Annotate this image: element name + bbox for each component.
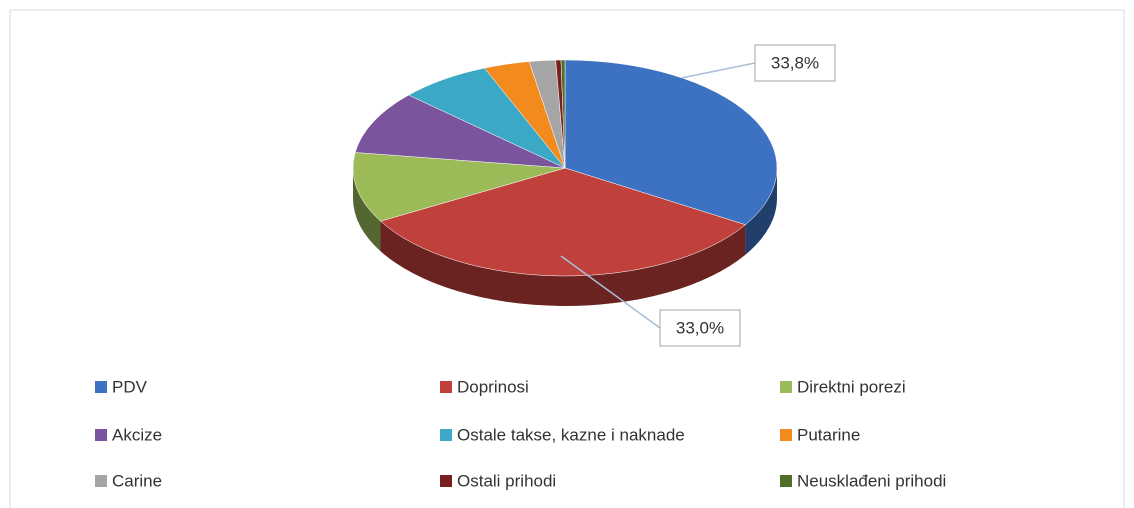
legend-label: Ostale takse, kazne i naknade [457,425,685,444]
chart-frame [9,9,1125,508]
slice-side [380,221,746,306]
legend-label: Putarine [797,425,860,444]
legend-label: Doprinosi [457,377,529,396]
slice-side [353,168,381,252]
slice [354,94,566,169]
legend-label: Ostali prihodi [457,471,556,490]
legend-swatch [440,429,452,441]
legend-label: Direktni porezi [797,377,906,396]
data-label: 33,0% [676,318,724,337]
leader-line [560,255,661,329]
slice [560,59,566,169]
legend-swatch [780,381,792,393]
legend-label: Carine [112,471,162,490]
slice [564,59,778,225]
legend-swatch [780,429,792,441]
legend-label: Akcize [112,425,162,444]
leader-line [681,62,756,79]
legend-swatch [95,475,107,487]
legend-swatch [95,381,107,393]
legend-label: Neusklađeni prihodi [797,471,946,490]
legend-swatch [780,475,792,487]
legend-swatch [440,475,452,487]
slice-side [745,168,777,255]
data-label: 33,8% [771,53,819,72]
legend-swatch [95,429,107,441]
data-label-box [754,44,836,82]
legend-swatch [440,381,452,393]
data-label-box [659,309,741,347]
slice [352,152,566,222]
legend-label: PDV [112,377,148,396]
